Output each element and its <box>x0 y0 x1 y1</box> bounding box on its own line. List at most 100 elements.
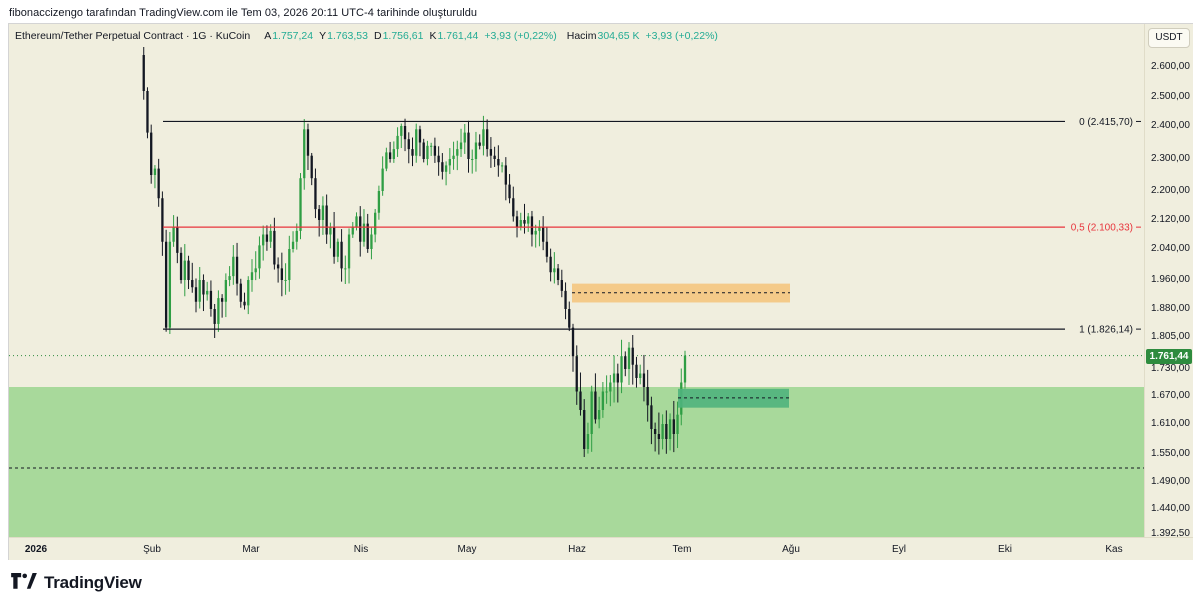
candle-body <box>500 165 504 167</box>
candle-body <box>276 264 280 269</box>
price-tick-label: 1.730,00 <box>1151 363 1190 374</box>
candle-body <box>523 220 526 224</box>
time-axis[interactable]: 2026 Şub Mar Nis May Haz Tem Ağu Eyl Eki Kas <box>9 537 1193 560</box>
time-tick-label: Şub <box>143 544 161 555</box>
price-tick-label: 1.440,00 <box>1151 503 1190 514</box>
candle-body <box>400 126 403 136</box>
candle-body <box>374 212 377 235</box>
candle-body <box>206 290 209 295</box>
candle-body <box>594 391 597 420</box>
price-tick-label: 1.960,00 <box>1151 274 1190 285</box>
close-value: 1.761,44 <box>437 30 479 42</box>
price-tick-label: 1.670,00 <box>1151 390 1190 401</box>
candle-body <box>650 405 653 429</box>
candle-body <box>310 155 313 179</box>
chart-container[interactable]: 0 (2.415,70) 0,5 (2.100,33) 1 (1.826,14) E… <box>8 23 1193 560</box>
candle-body <box>344 268 347 270</box>
candle-body <box>321 205 325 220</box>
candle-body <box>463 132 466 143</box>
price-plot[interactable]: 0 (2.415,70) 0,5 (2.100,33) 1 (1.826,14) <box>9 24 1144 537</box>
candle-body <box>280 268 284 280</box>
candle-body <box>545 241 549 257</box>
candle-body <box>194 287 198 302</box>
candle-body <box>172 227 175 242</box>
candle-body <box>232 256 235 277</box>
candle-body <box>183 260 186 280</box>
candle-body <box>527 216 530 224</box>
time-tick-label: Haz <box>568 544 586 555</box>
time-tick-label: Eki <box>998 544 1012 555</box>
tradingview-logo[interactable]: TradingView <box>10 573 142 593</box>
candle-body <box>385 152 388 169</box>
candle-body <box>392 149 395 159</box>
candle-body <box>254 268 257 273</box>
candle-body <box>568 309 571 328</box>
candle-body <box>202 280 205 295</box>
low-label: D <box>373 30 382 42</box>
candle-body <box>575 356 578 392</box>
high-value: 1.763,53 <box>327 30 368 42</box>
candle-body <box>583 410 586 449</box>
candle-body <box>471 159 474 160</box>
candle-body <box>415 129 418 156</box>
volume-value: 304,65 K <box>597 30 640 42</box>
candle-body <box>250 272 254 280</box>
candle-body <box>444 165 448 172</box>
price-tick-label: 2.200,00 <box>1151 185 1190 196</box>
candle-body <box>164 241 168 328</box>
candle-body <box>243 301 246 306</box>
symbol-legend: Ethereum/Tether Perpetual Contract · 1G … <box>15 30 718 42</box>
candle-body <box>411 149 414 156</box>
candle-body <box>396 135 399 150</box>
candle-body <box>228 276 231 280</box>
candle-body <box>560 280 563 291</box>
candle-body <box>571 327 575 357</box>
tradingview-logo-icon <box>11 573 37 589</box>
candle-body <box>452 155 455 159</box>
candle-body <box>653 429 657 434</box>
high-label: Y <box>319 30 327 42</box>
price-tick-label: 1.805,00 <box>1151 331 1190 342</box>
time-tick-label: Ağu <box>782 544 800 555</box>
candle-body <box>329 227 332 235</box>
candle-body <box>530 216 534 235</box>
price-axis[interactable]: 2.600,00 2.500,00 2.400,00 2.300,00 2.200,00… <box>1144 24 1193 539</box>
candle-body <box>269 230 272 242</box>
candle-body <box>467 132 470 159</box>
candle-body <box>306 129 310 156</box>
price-tick-label: 2.040,00 <box>1151 243 1190 254</box>
time-tick-label: Eyl <box>892 544 906 555</box>
fib-level-label: 0,5 (2.100,33) <box>1071 223 1133 234</box>
candle-body <box>336 241 339 257</box>
price-tick-label: 2.400,00 <box>1151 120 1190 131</box>
candle-body <box>220 298 224 302</box>
candle-body <box>388 152 392 159</box>
candle-body <box>609 382 612 392</box>
candle-body <box>497 159 500 166</box>
price-tick-label: 2.300,00 <box>1151 153 1190 164</box>
fib-level-label: 0 (2.415,70) <box>1079 117 1133 128</box>
fib-level-label: 1 (1.826,14) <box>1079 325 1133 336</box>
candle-body <box>605 391 608 393</box>
candle-body <box>556 268 560 280</box>
candle-body <box>198 280 201 302</box>
candle-body <box>657 434 661 439</box>
currency-button[interactable]: USDT <box>1148 28 1190 48</box>
candle-body <box>612 373 616 383</box>
candle-body <box>541 227 545 242</box>
time-tick-label: Nis <box>353 544 369 555</box>
candle-body <box>176 227 179 253</box>
time-tick-label: 2026 <box>24 544 48 555</box>
symbol-title[interactable]: Ethereum/Tether Perpetual Contract · 1G … <box>15 30 251 42</box>
candle-body <box>478 142 481 146</box>
candle-body <box>209 290 213 309</box>
chart-caption: fibonaccizengo tarafından TradingView.co… <box>9 7 478 19</box>
candle-body <box>635 364 638 378</box>
time-tick-label: Tem <box>672 544 692 555</box>
candle-body <box>179 252 183 280</box>
time-tick-label: Kas <box>1105 544 1123 555</box>
candle-body <box>381 168 384 191</box>
candle-body <box>459 142 463 150</box>
price-tick-label: 1.550,00 <box>1151 448 1190 459</box>
candle-body <box>314 178 317 210</box>
